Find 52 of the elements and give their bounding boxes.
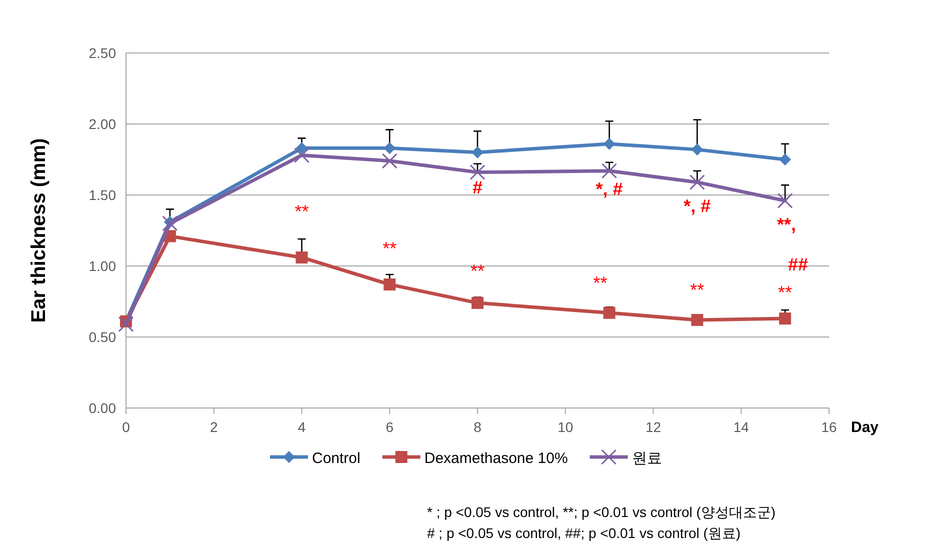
point xyxy=(777,192,793,208)
x-tick-label: 16 xyxy=(821,419,837,435)
y-tick-label: 0.00 xyxy=(88,400,116,416)
legend-label: 원료 xyxy=(632,450,662,467)
point xyxy=(472,296,484,309)
annotation: ** xyxy=(690,280,704,300)
point xyxy=(382,153,398,169)
y-axis-title: Ear thickness (mm) xyxy=(28,138,50,323)
x-tick-label: 10 xyxy=(558,419,574,435)
point xyxy=(296,142,308,154)
point xyxy=(384,278,396,290)
annotation: **, ## xyxy=(777,214,808,275)
point xyxy=(691,314,704,326)
x-tick-label: 0 xyxy=(122,419,130,435)
y-tick-label: 2.00 xyxy=(88,116,116,132)
x-tick-label: 4 xyxy=(298,419,306,435)
y-tick-label: 1.50 xyxy=(88,187,116,203)
point xyxy=(294,147,310,163)
point xyxy=(470,164,486,180)
x-tick-label: 12 xyxy=(645,419,662,435)
annotation: ** xyxy=(470,260,485,281)
annotation: ** xyxy=(778,282,792,303)
x-tick-label: 6 xyxy=(386,419,394,435)
point xyxy=(384,142,396,154)
x-axis-title: Day xyxy=(851,419,880,436)
legend-label: Dexamethasone 10% xyxy=(424,450,568,467)
x-tick-label: 2 xyxy=(210,419,218,435)
point xyxy=(779,154,792,166)
annotation: ** xyxy=(382,238,397,258)
point xyxy=(162,216,178,232)
point xyxy=(779,312,792,325)
point xyxy=(118,316,134,332)
legend-label: Control xyxy=(312,450,360,467)
annotation: ** xyxy=(593,272,608,293)
annotation: ** xyxy=(294,201,309,222)
point xyxy=(472,146,484,158)
point xyxy=(603,306,616,319)
point xyxy=(602,163,618,179)
point xyxy=(689,174,705,190)
annotation: *, # xyxy=(596,178,623,199)
annotation: *, # xyxy=(684,196,711,216)
text: * ; p <0.05 vs control, **; p <0.01 vs control (양성대조군) xyxy=(427,504,776,520)
text: # ; p <0.05 vs control, ##; p <0.01 vs control (원료) xyxy=(427,525,741,541)
point xyxy=(603,138,616,150)
y-tick-label: 1.00 xyxy=(88,258,116,274)
point xyxy=(296,251,308,264)
point xyxy=(691,144,704,156)
y-tick-label: 0.50 xyxy=(88,329,116,345)
annotation: # xyxy=(472,177,483,198)
x-tick-label: 14 xyxy=(733,419,750,435)
x-tick-label: 8 xyxy=(474,419,482,435)
y-tick-label: 2.50 xyxy=(88,45,116,61)
